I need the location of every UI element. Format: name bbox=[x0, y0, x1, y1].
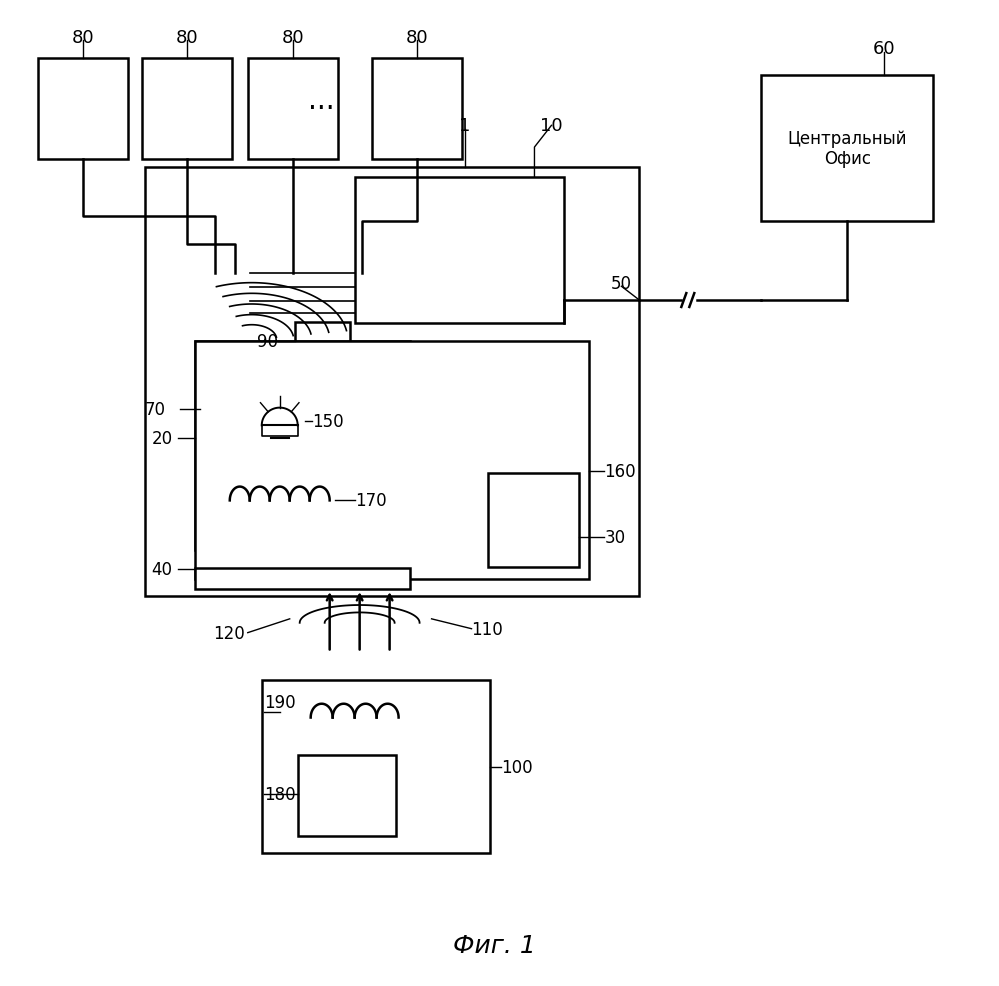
Text: 10: 10 bbox=[540, 117, 562, 135]
Bar bbox=[262, 680, 490, 853]
Bar bbox=[142, 59, 232, 160]
Text: 180: 180 bbox=[264, 785, 296, 803]
Text: 100: 100 bbox=[501, 758, 533, 776]
Text: Фиг. 1: Фиг. 1 bbox=[454, 933, 535, 956]
Bar bbox=[761, 76, 933, 222]
Text: 30: 30 bbox=[604, 528, 625, 546]
Text: 80: 80 bbox=[282, 29, 304, 46]
Text: 150: 150 bbox=[312, 413, 344, 431]
Text: 120: 120 bbox=[213, 624, 245, 642]
Text: 190: 190 bbox=[264, 693, 296, 711]
Text: 1: 1 bbox=[459, 117, 471, 135]
Bar bbox=[195, 568, 410, 590]
Text: 50: 50 bbox=[610, 275, 632, 293]
Bar bbox=[195, 341, 589, 580]
Text: 60: 60 bbox=[873, 40, 895, 58]
Text: 170: 170 bbox=[355, 492, 387, 510]
Bar bbox=[145, 168, 639, 597]
Bar bbox=[195, 341, 410, 550]
Text: 160: 160 bbox=[604, 462, 636, 480]
Text: 110: 110 bbox=[472, 620, 503, 638]
Bar bbox=[488, 473, 579, 567]
Text: 90: 90 bbox=[257, 332, 278, 350]
Bar bbox=[298, 755, 396, 836]
Text: ···: ··· bbox=[309, 95, 335, 122]
Bar bbox=[295, 322, 350, 360]
Text: 80: 80 bbox=[72, 29, 94, 46]
Text: 70: 70 bbox=[144, 400, 166, 418]
Bar bbox=[38, 59, 128, 160]
Text: 80: 80 bbox=[406, 29, 428, 46]
Text: 20: 20 bbox=[151, 430, 173, 448]
Text: 80: 80 bbox=[176, 29, 198, 46]
Text: 40: 40 bbox=[151, 561, 173, 579]
Text: Центральный
Офис: Центральный Офис bbox=[787, 129, 907, 169]
Bar bbox=[372, 59, 462, 160]
Bar bbox=[355, 177, 564, 323]
Bar bbox=[248, 59, 338, 160]
